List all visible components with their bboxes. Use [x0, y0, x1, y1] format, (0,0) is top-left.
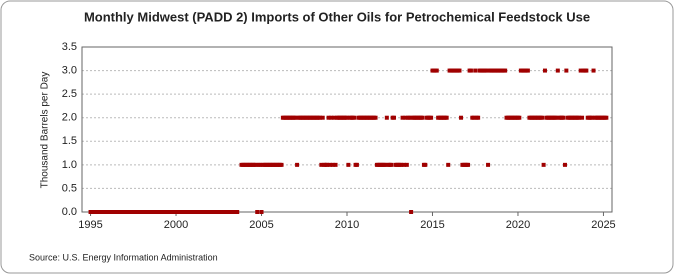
- x-tick-label: 2010: [335, 219, 359, 231]
- data-point: [389, 162, 394, 167]
- data-point: [564, 68, 569, 73]
- data-point: [320, 115, 325, 120]
- data-point: [554, 115, 559, 120]
- data-point: [235, 210, 240, 214]
- data-point: [444, 115, 449, 120]
- data-point: [589, 115, 594, 120]
- data-point: [352, 115, 357, 120]
- data-point: [354, 162, 359, 167]
- data-point: [293, 115, 298, 120]
- data-point: [279, 162, 284, 167]
- data-point: [373, 115, 378, 120]
- x-tick-label: 2015: [420, 219, 444, 231]
- x-tick-label: 2025: [591, 219, 615, 231]
- data-point: [473, 68, 478, 73]
- data-point: [578, 68, 583, 73]
- y-tick-label: 0.5: [62, 182, 77, 194]
- data-point: [591, 68, 596, 73]
- data-point: [401, 162, 406, 167]
- x-tick-label: 2000: [164, 219, 188, 231]
- data-point: [383, 162, 388, 167]
- y-tick-label: 1.5: [62, 135, 77, 147]
- data-point: [517, 115, 522, 120]
- data-point: [457, 68, 462, 73]
- data-point: [471, 115, 476, 120]
- data-point: [584, 68, 589, 73]
- y-axis-label: Thousand Barrels per Day: [40, 72, 51, 189]
- data-point: [258, 162, 263, 167]
- data-point: [327, 162, 332, 167]
- data-point: [255, 210, 260, 214]
- data-point: [333, 162, 338, 167]
- data-point: [324, 162, 329, 167]
- data-point: [540, 115, 545, 120]
- data-point: [317, 115, 322, 120]
- data-point: [580, 115, 585, 120]
- source-note: Source: U.S. Energy Information Administ…: [29, 252, 218, 262]
- data-point: [400, 115, 405, 120]
- data-point: [423, 162, 428, 167]
- data-point: [434, 68, 439, 73]
- data-point: [409, 210, 414, 214]
- data-point: [345, 115, 349, 120]
- data-point: [330, 162, 335, 167]
- x-tick-label: 1995: [78, 219, 102, 231]
- data-point: [329, 115, 334, 120]
- data-point: [326, 115, 331, 120]
- data-point: [259, 210, 264, 214]
- data-point: [476, 115, 481, 120]
- data-point: [407, 115, 412, 120]
- data-point: [604, 115, 609, 120]
- data-point: [577, 115, 582, 120]
- y-tick-label: 1.0: [62, 159, 77, 171]
- y-tick-label: 2.0: [62, 112, 77, 124]
- y-tick-label: 0.0: [62, 206, 77, 218]
- data-point: [295, 162, 300, 167]
- data-point: [541, 162, 546, 167]
- data-point: [561, 115, 566, 120]
- data-point: [446, 162, 451, 167]
- data-point: [392, 115, 397, 120]
- data-point: [319, 162, 324, 167]
- data-point: [420, 115, 425, 120]
- data-point: [542, 68, 547, 73]
- y-tick-label: 3.0: [62, 64, 77, 76]
- data-point: [459, 115, 464, 120]
- data-point: [253, 162, 258, 167]
- data-point: [503, 68, 508, 73]
- data-point: [399, 162, 404, 167]
- data-point: [466, 162, 471, 167]
- data-point: [525, 68, 530, 73]
- plot-frame: [81, 46, 613, 213]
- data-point: [429, 115, 434, 120]
- data-point: [384, 115, 389, 120]
- data-point: [346, 162, 351, 167]
- x-tick-label: 2020: [506, 219, 530, 231]
- data-point: [484, 68, 489, 73]
- data-point: [468, 68, 473, 73]
- y-tick-label: 3.5: [62, 41, 77, 53]
- data-point: [555, 68, 560, 73]
- data-point: [403, 115, 408, 120]
- data-point: [332, 115, 337, 120]
- chart-title: Monthly Midwest (PADD 2) Imports of Othe…: [84, 9, 590, 24]
- x-tick-label: 2005: [249, 219, 273, 231]
- data-point: [562, 162, 567, 167]
- data-point: [486, 162, 491, 167]
- data-point: [404, 162, 409, 167]
- y-tick-label: 2.5: [62, 88, 77, 100]
